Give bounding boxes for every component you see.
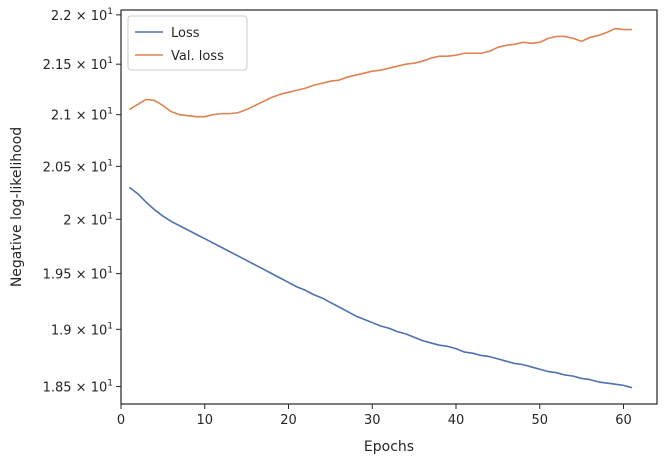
y-tick-label: 1.85 × 101	[43, 379, 113, 396]
x-tick-label: 40	[448, 413, 465, 428]
plot-frame	[120, 9, 658, 405]
y-tick-label: 2 × 101	[63, 211, 113, 228]
legend-label-val-loss: Val. loss	[171, 49, 224, 64]
y-axis-label: Negative log-likelihood	[9, 127, 25, 287]
y-tick-label: 1.9 × 101	[51, 321, 113, 338]
series-group	[128, 27, 633, 389]
x-axis: 0 10 20 30 40 50 60	[117, 404, 632, 428]
x-tick-label: 20	[280, 413, 297, 428]
y-tick-label: 2.15 × 101	[43, 56, 113, 73]
x-tick-label: 60	[615, 413, 632, 428]
x-tick-label: 30	[364, 413, 381, 428]
x-axis-label: Epochs	[364, 439, 414, 455]
x-tick-label: 10	[196, 413, 213, 428]
legend: Loss Val. loss	[127, 15, 248, 71]
series-line-val-loss	[128, 27, 632, 118]
y-tick-label: 2.05 × 101	[43, 158, 113, 175]
y-tick-label: 2.1 × 101	[51, 107, 113, 124]
legend-box	[127, 15, 248, 71]
x-tick-label: 0	[117, 413, 125, 428]
y-tick-label: 2.2 × 101	[51, 7, 113, 24]
x-tick-label: 50	[531, 413, 548, 428]
series-line-loss	[128, 186, 633, 389]
legend-label-loss: Loss	[171, 26, 200, 41]
y-axis: 1.85 × 101 1.9 × 101 1.95 × 101 2 × 101 2.05…	[43, 7, 121, 396]
y-tick-label: 1.95 × 101	[43, 266, 113, 283]
